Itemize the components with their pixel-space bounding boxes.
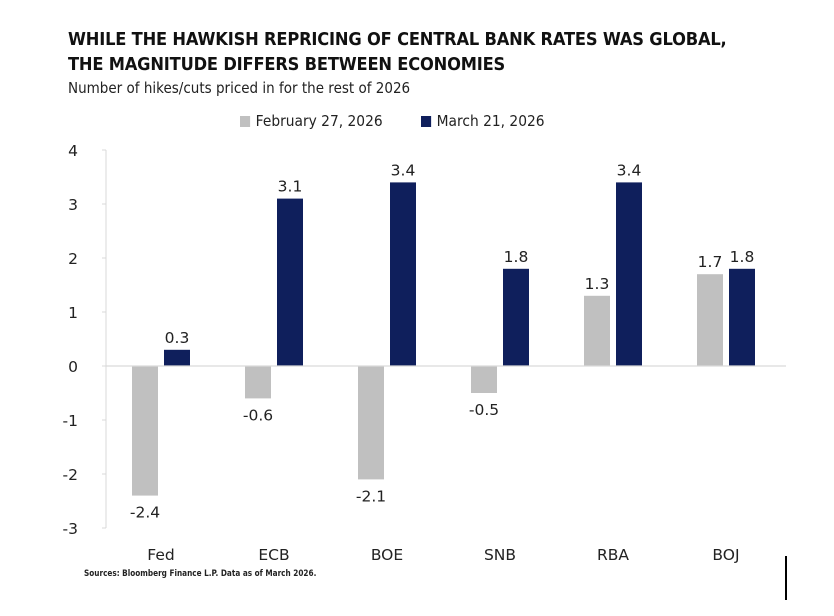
x-category-label: ECB (258, 546, 289, 564)
chart-title: WHILE THE HAWKISH REPRICING OF CENTRAL B… (68, 28, 727, 78)
data-label: -0.5 (469, 401, 499, 419)
x-category-label: Fed (147, 546, 174, 564)
chart-title-line-2: THE MAGNITUDE DIFFERS BETWEEN ECONOMIES (68, 55, 506, 75)
y-tick-label: -3 (63, 520, 78, 538)
x-category-label: BOJ (712, 546, 739, 564)
chart-legend: February 27, 2026 March 21, 2026 (240, 112, 581, 130)
data-label: -2.1 (356, 487, 386, 505)
y-tick-label: 0 (68, 358, 78, 376)
bar-ecb-february (245, 366, 271, 399)
x-category-label: SNB (484, 546, 516, 564)
legend-swatch-february (240, 115, 251, 127)
data-label: 1.8 (730, 248, 755, 266)
bar-boj-february (697, 274, 723, 366)
x-category-label: BOE (371, 546, 403, 564)
y-tick-label: -2 (63, 466, 78, 484)
data-label: -0.6 (243, 406, 273, 424)
data-label: 3.4 (617, 161, 642, 179)
bar-fed-march (164, 349, 190, 366)
bar-snb-february (471, 366, 497, 393)
legend-item-february: February 27, 2026 (240, 112, 383, 130)
legend-item-march: March 21, 2026 (421, 112, 545, 130)
y-tick-label: 1 (68, 304, 78, 322)
y-tick-label: 3 (68, 196, 78, 214)
legend-swatch-march (421, 115, 432, 127)
data-label: 0.3 (165, 329, 190, 347)
data-label: 3.1 (278, 178, 303, 196)
data-label: 1.7 (698, 253, 723, 271)
chart-subtitle: Number of hikes/cuts priced in for the r… (68, 79, 411, 97)
chart-title-line-1: WHILE THE HAWKISH REPRICING OF CENTRAL B… (68, 30, 727, 50)
bar-boe-february (358, 366, 384, 480)
data-label: 3.4 (391, 161, 416, 179)
bar-rba-march (616, 182, 642, 366)
text-cursor (785, 556, 787, 600)
y-tick-label: 4 (68, 142, 78, 160)
source-note: Sources: Bloomberg Finance L.P. Data as … (84, 569, 317, 579)
bar-boe-march (390, 182, 416, 366)
data-label: -2.4 (130, 504, 160, 522)
y-tick-label: 2 (68, 250, 78, 268)
bar-fed-february (132, 366, 158, 496)
bar-snb-march (503, 268, 529, 366)
data-label: 1.8 (504, 248, 529, 266)
legend-label-march: March 21, 2026 (436, 112, 545, 130)
y-tick-label: -1 (63, 412, 78, 430)
bar-rba-february (584, 295, 610, 366)
bar-boj-march (729, 268, 755, 366)
bar-ecb-march (277, 198, 303, 366)
x-category-label: RBA (597, 546, 629, 564)
data-label: 1.3 (585, 275, 610, 293)
legend-label-february: February 27, 2026 (255, 112, 383, 130)
